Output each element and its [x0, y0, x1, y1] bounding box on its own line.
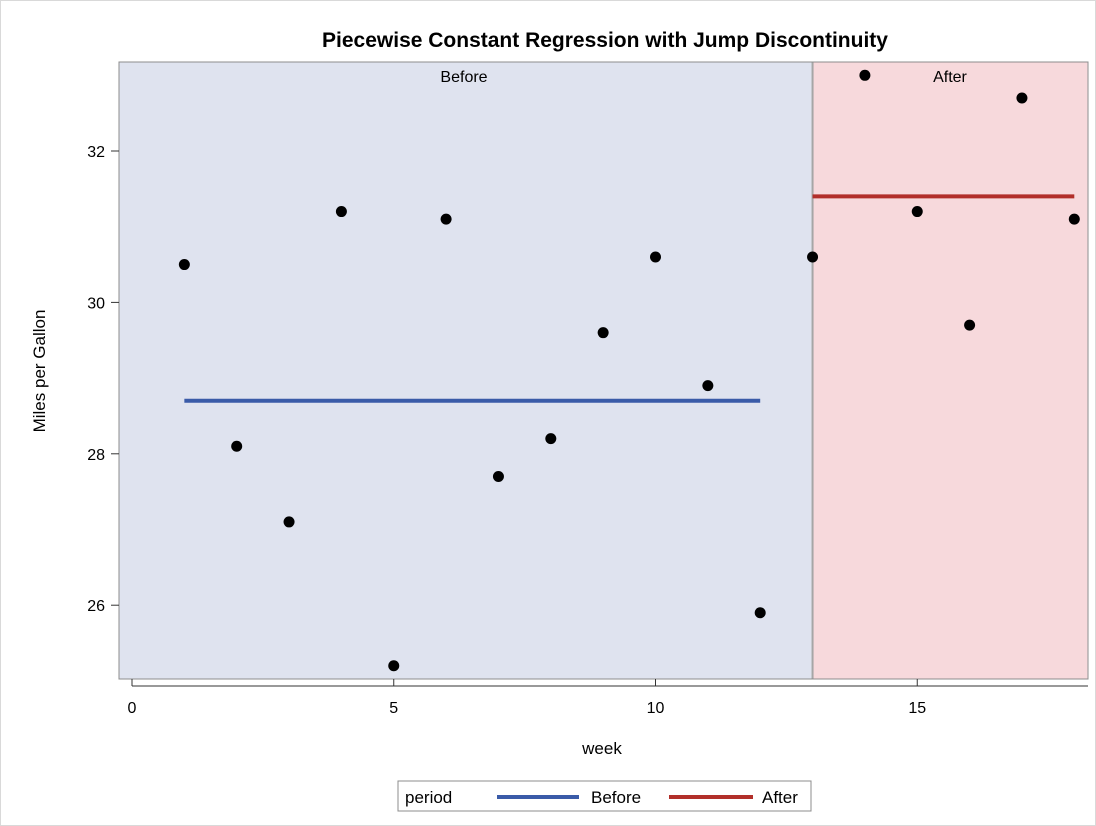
data-point — [597, 327, 609, 339]
data-point — [650, 251, 661, 263]
data-point — [702, 380, 714, 392]
data-point — [964, 319, 976, 331]
data-point — [178, 259, 190, 271]
data-point — [1016, 92, 1028, 104]
data-point — [545, 433, 557, 445]
data-point — [911, 206, 923, 218]
legend-title: period — [405, 788, 452, 807]
legend: period Before After — [397, 780, 812, 812]
x-tick-label: 15 — [908, 700, 926, 717]
y-axis-label: Miles per Gallon — [30, 310, 49, 433]
data-point — [807, 251, 819, 263]
data-point — [859, 69, 871, 81]
region-label-after: After — [933, 69, 967, 86]
x-tick-label: 0 — [128, 700, 137, 717]
y-tick-label: 28 — [87, 447, 105, 464]
background-regions: Before After — [119, 62, 1088, 679]
y-tick-label: 26 — [87, 598, 105, 615]
data-point — [231, 440, 243, 452]
y-tick-label: 30 — [87, 295, 105, 312]
data-points — [178, 69, 1080, 672]
legend-label-before: Before — [591, 788, 641, 807]
legend-label-after: After — [762, 788, 798, 807]
data-point — [754, 607, 766, 619]
series-lines — [184, 194, 1075, 403]
data-point — [492, 471, 504, 483]
region-label-before: Before — [440, 69, 487, 86]
region-after — [812, 62, 1088, 679]
data-point — [440, 213, 452, 225]
data-point — [335, 206, 347, 218]
y-tick-label: 32 — [87, 144, 105, 161]
x-tick-label: 5 — [389, 700, 398, 717]
data-point — [1068, 213, 1080, 225]
plot-border — [118, 61, 1089, 680]
chart-title: Piecewise Constant Regression with Jump … — [322, 29, 888, 52]
data-point — [388, 660, 400, 672]
data-point — [283, 516, 295, 528]
axes: 0 5 10 15 26 28 30 32 — [87, 61, 1089, 717]
x-axis-label: week — [581, 739, 622, 758]
region-before — [119, 62, 813, 679]
x-tick-label: 10 — [647, 700, 665, 717]
